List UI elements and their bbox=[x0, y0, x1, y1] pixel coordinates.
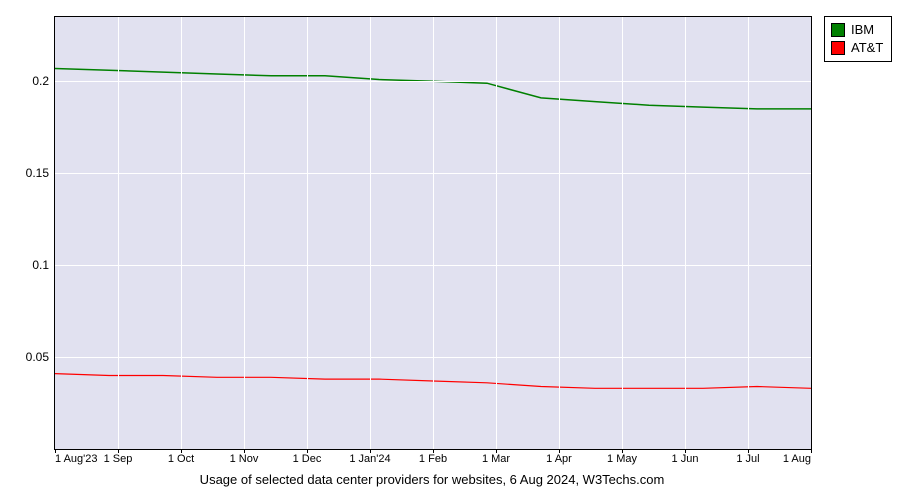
legend-swatch bbox=[831, 23, 845, 37]
x-axis-tick-label: 1 Oct bbox=[168, 449, 194, 465]
x-axis-tick-label: 1 May bbox=[607, 449, 637, 465]
grid-line-vertical bbox=[244, 17, 245, 449]
x-axis-tick-label: 1 Feb bbox=[419, 449, 447, 465]
legend-label: IBM bbox=[851, 21, 874, 39]
x-axis-tick-label: 1 Sep bbox=[104, 449, 133, 465]
grid-line-vertical bbox=[622, 17, 623, 449]
x-axis-tick-label: 1 Jan'24 bbox=[349, 449, 390, 465]
y-axis-tick-label: 0.2 bbox=[32, 74, 55, 88]
legend-item: AT&T bbox=[831, 39, 883, 57]
y-axis-tick-label: 0.05 bbox=[26, 350, 55, 364]
legend: IBMAT&T bbox=[824, 16, 892, 62]
chart-container: 0.05 0.1 0.15 0.2 1 Aug'23 1 Sep 1 Oct 1 Nov 1 D… bbox=[0, 0, 900, 500]
grid-line-vertical bbox=[559, 17, 560, 449]
grid-line-vertical bbox=[685, 17, 686, 449]
x-axis-tick-label: 1 Aug bbox=[783, 449, 811, 465]
y-axis-tick-label: 0.1 bbox=[32, 258, 55, 272]
chart-caption: Usage of selected data center providers … bbox=[200, 472, 665, 487]
legend-label: AT&T bbox=[851, 39, 883, 57]
plot-area: 0.050.10.150.21 Aug'231 Sep1 Oct1 Nov1 D… bbox=[54, 16, 812, 450]
grid-line-vertical bbox=[433, 17, 434, 449]
grid-line-vertical bbox=[496, 17, 497, 449]
legend-swatch bbox=[831, 41, 845, 55]
grid-line-vertical bbox=[181, 17, 182, 449]
grid-line-vertical bbox=[370, 17, 371, 449]
grid-line-vertical bbox=[748, 17, 749, 449]
x-axis-tick-label: 1 Apr bbox=[546, 449, 572, 465]
y-axis-tick-label: 0.15 bbox=[26, 166, 55, 180]
x-axis-tick-label: 1 Aug'23 bbox=[55, 449, 97, 465]
x-axis-tick-label: 1 Jun bbox=[672, 449, 699, 465]
legend-item: IBM bbox=[831, 21, 883, 39]
x-axis-tick-label: 1 Nov bbox=[230, 449, 259, 465]
x-axis-tick-label: 1 Dec bbox=[293, 449, 322, 465]
grid-line-vertical bbox=[307, 17, 308, 449]
x-axis-tick-label: 1 Jul bbox=[736, 449, 759, 465]
x-axis-tick-label: 1 Mar bbox=[482, 449, 510, 465]
x-axis-tick-mark bbox=[811, 449, 812, 453]
grid-line-vertical bbox=[118, 17, 119, 449]
